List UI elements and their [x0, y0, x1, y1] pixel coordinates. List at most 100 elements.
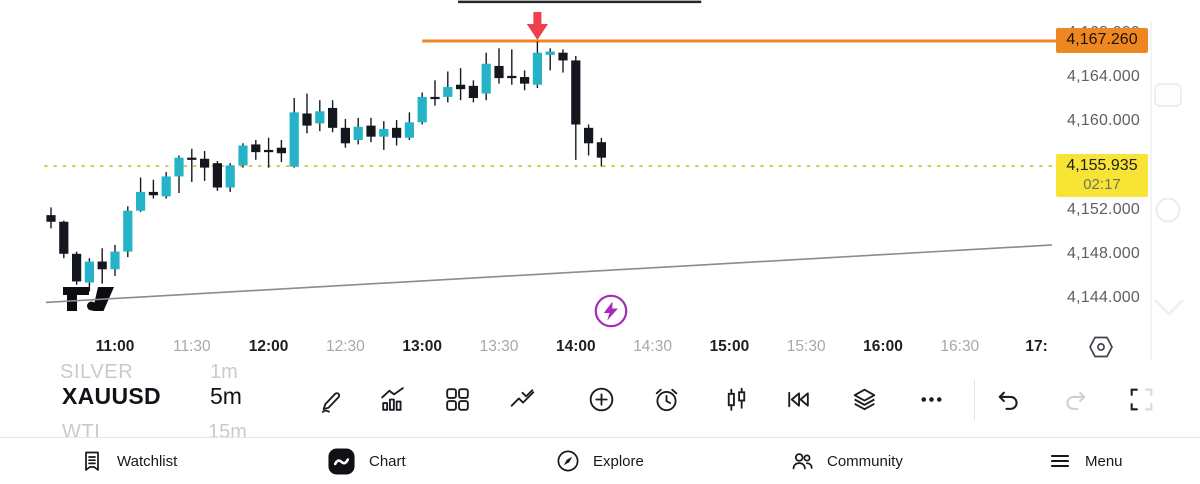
sell-arrow-marker[interactable] [526, 12, 548, 40]
time-tick: 11:30 [172, 338, 211, 355]
candle-body [174, 157, 184, 177]
chart-icon [328, 447, 355, 475]
symbol-selector[interactable]: XAUUSD [62, 383, 161, 409]
candle-body [187, 157, 197, 160]
candle-body [225, 165, 235, 188]
nav-watchlist-label: Watchlist [117, 452, 178, 470]
faint-square-button[interactable] [1154, 83, 1182, 107]
layers-icon[interactable] [849, 384, 880, 415]
time-axis[interactable]: 11:00 11:30 12:00 12:30 13:00 13:30 14:00 14:30… [0, 332, 1200, 359]
candle-body [276, 147, 286, 154]
chart-pane[interactable]: 4,168.0004,164.0004,160.0004,152.0004,14… [0, 0, 1200, 430]
fullscreen-icon[interactable] [1126, 384, 1157, 415]
trend-line[interactable] [45, 244, 1053, 304]
candle-body [328, 107, 338, 128]
candle-body [148, 191, 158, 196]
interval-picker-previous[interactable]: 1m [210, 361, 238, 383]
candle-body [417, 96, 427, 123]
nav-explore-label: Explore [593, 452, 644, 470]
candle-body [84, 261, 94, 283]
draw-icon[interactable] [314, 384, 345, 415]
time-tick: 12:30 [325, 338, 365, 355]
candle-body [379, 128, 389, 137]
candle-body [366, 125, 376, 137]
candle-body [430, 96, 440, 100]
current-price-value: 4,155.935 [1066, 157, 1138, 175]
time-tick: 14:00 [555, 338, 596, 355]
candle-body [212, 163, 222, 188]
time-axis-settings-gear-icon[interactable] [1086, 333, 1116, 361]
time-tick: 15:00 [709, 338, 750, 355]
candle-body [494, 65, 504, 79]
add-plus-circle-icon[interactable] [586, 384, 617, 415]
candlestick-chart[interactable] [0, 0, 1200, 360]
candle-body [353, 126, 363, 140]
candle-body [545, 51, 555, 55]
current-price-label: 4,155.935 02:17 [1056, 154, 1148, 198]
compass-icon [557, 450, 579, 472]
layouts-grid-icon[interactable] [442, 384, 473, 415]
patterns-zigzag-icon[interactable] [507, 384, 538, 415]
candle-body [315, 111, 325, 124]
candle-body [123, 210, 133, 252]
candle-body [520, 77, 530, 84]
time-tick: 16:30 [940, 338, 980, 355]
nav-menu[interactable]: Menu [1048, 438, 1123, 484]
candle-style-icon[interactable] [721, 384, 752, 415]
candle-body [110, 251, 120, 270]
price-axis[interactable]: 4,168.0004,164.0004,160.0004,152.0004,14… [0, 0, 1200, 333]
candle-body [289, 112, 299, 167]
candle-body [507, 75, 517, 79]
chart-toolbar: SILVER 1m XAUUSD 5m WTI 15m [0, 360, 1200, 443]
candle-body [200, 158, 210, 168]
nav-chart-label: Chart [369, 452, 406, 470]
nav-chart-active[interactable]: Chart [327, 438, 406, 484]
candle-body [558, 52, 568, 61]
time-tick: 13:00 [402, 338, 443, 355]
candle-body [340, 127, 350, 144]
bottom-navigation: Watchlist Chart Explore [0, 437, 1200, 484]
time-tick: 14:30 [633, 338, 672, 355]
lightning-flash-button[interactable] [593, 293, 629, 329]
price-tick: 4,144.000 [1067, 289, 1140, 306]
time-tick: 16:00 [863, 338, 903, 355]
redo-icon-disabled[interactable] [1061, 384, 1092, 415]
people-icon [792, 453, 813, 470]
alerts-clock-icon[interactable] [651, 384, 682, 415]
candle-body [97, 261, 107, 270]
candle-body [238, 145, 248, 166]
time-tick: 12:00 [248, 338, 289, 355]
nav-explore[interactable]: Explore [556, 438, 644, 484]
candle-body [161, 176, 171, 197]
candle-body [46, 215, 56, 222]
indicators-icon[interactable] [377, 384, 408, 415]
hamburger-icon [1050, 454, 1070, 468]
undo-icon[interactable] [992, 384, 1023, 415]
interval-selector[interactable]: 5m [210, 383, 242, 409]
candle-body [404, 122, 414, 138]
nav-community[interactable]: Community [790, 438, 903, 484]
time-tick: 17: [1025, 338, 1048, 355]
candle-body [532, 52, 542, 85]
candle-body [596, 142, 606, 158]
price-tick: 4,164.000 [1067, 68, 1140, 85]
nav-watchlist[interactable]: Watchlist [80, 438, 177, 484]
candle-body [264, 149, 274, 153]
price-tick: 4,152.000 [1067, 200, 1140, 218]
resistance-price-label: 4,167.260 [1056, 27, 1148, 53]
candle-body [443, 86, 453, 97]
candle-body [72, 253, 82, 282]
faint-chevron-icon[interactable] [1153, 298, 1185, 317]
nav-menu-label: Menu [1085, 452, 1123, 470]
candle-body [251, 144, 261, 153]
symbol-picker-previous[interactable]: SILVER [60, 361, 134, 383]
more-options-icon[interactable] [916, 384, 947, 415]
replay-rewind-icon[interactable] [782, 384, 813, 415]
candle-body [136, 191, 146, 211]
bar-countdown: 02:17 [1083, 176, 1121, 194]
faint-circle-button[interactable] [1155, 197, 1181, 223]
price-tick: 4,148.000 [1067, 244, 1140, 262]
candle-body [392, 127, 402, 138]
candle-body [302, 113, 312, 126]
candles-series [46, 41, 606, 292]
